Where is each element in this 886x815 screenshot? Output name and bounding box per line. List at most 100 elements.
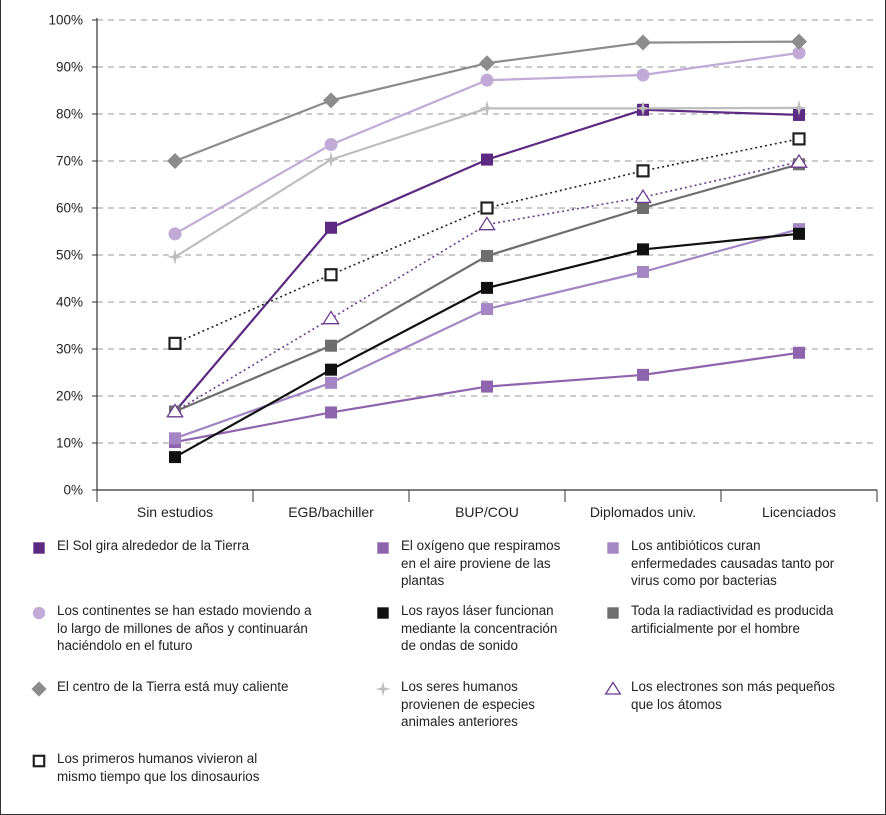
data-point bbox=[636, 164, 650, 178]
y-tick-label: 90% bbox=[56, 60, 83, 75]
legend-label: El oxígeno que respiramos en el aire pro… bbox=[401, 538, 561, 588]
data-point bbox=[168, 336, 182, 350]
legend-marker-icon bbox=[604, 681, 622, 695]
series-markers-3 bbox=[168, 46, 806, 241]
data-point bbox=[324, 268, 338, 282]
legend-label: Los primeros humanos vivieron al mismo t… bbox=[57, 751, 260, 784]
legend-marker-5 bbox=[607, 607, 619, 619]
y-tick-label: 20% bbox=[56, 389, 83, 404]
x-tick-label: EGB/bachiller bbox=[288, 504, 374, 520]
data-point bbox=[323, 151, 339, 168]
series-markers-1 bbox=[169, 346, 805, 449]
series-markers-8 bbox=[166, 153, 808, 418]
data-point bbox=[324, 138, 338, 152]
legend-marker-icon bbox=[607, 542, 619, 554]
data-point bbox=[481, 153, 493, 166]
y-tick-label: 0% bbox=[63, 483, 83, 498]
legend-label: Toda la radiactividad es producida artif… bbox=[631, 603, 834, 636]
data-point bbox=[168, 227, 182, 241]
y-tick-label: 10% bbox=[56, 436, 83, 451]
data-point bbox=[169, 451, 181, 464]
legend-marker-icon bbox=[32, 754, 46, 768]
data-point bbox=[636, 68, 650, 82]
series-line-1 bbox=[174, 351, 800, 444]
y-tick-label: 80% bbox=[56, 107, 83, 122]
legend-label: Los seres humanos provienen de especies … bbox=[401, 679, 535, 729]
data-point bbox=[637, 368, 649, 381]
data-point bbox=[792, 46, 806, 60]
series-markers-9 bbox=[168, 132, 806, 350]
data-point bbox=[479, 55, 495, 72]
data-point bbox=[325, 376, 337, 389]
x-tick-label: Licenciados bbox=[762, 504, 836, 520]
legend-marker-3 bbox=[32, 606, 46, 620]
x-tick-label: Sin estudios bbox=[137, 504, 213, 520]
legend-marker-icon bbox=[32, 606, 46, 620]
legend-label: Los continentes se han estado moviendo a… bbox=[57, 603, 312, 653]
data-point bbox=[481, 303, 493, 316]
data-point bbox=[325, 221, 337, 234]
data-point bbox=[637, 243, 649, 256]
data-point bbox=[169, 432, 181, 445]
data-point bbox=[478, 216, 496, 231]
data-point bbox=[480, 73, 494, 87]
data-point bbox=[480, 201, 494, 215]
data-point bbox=[791, 99, 807, 116]
data-point bbox=[322, 310, 340, 325]
legend-marker-6 bbox=[31, 681, 47, 697]
legend-label: El Sol gira alrededor de la Tierra bbox=[57, 538, 250, 553]
data-point bbox=[481, 380, 493, 393]
legend-marker-4 bbox=[377, 607, 389, 619]
series-markers-7 bbox=[167, 99, 807, 265]
legend-marker-icon bbox=[33, 542, 45, 554]
series-markers-6 bbox=[167, 33, 807, 169]
data-point bbox=[637, 265, 649, 278]
legend-marker-icon bbox=[377, 607, 389, 619]
legend-label: Los antibióticos curan enfermedades caus… bbox=[631, 538, 835, 588]
legend-marker-8 bbox=[604, 681, 622, 695]
data-point bbox=[167, 248, 183, 265]
x-tick-label: Diplomados univ. bbox=[590, 504, 696, 520]
data-point bbox=[167, 153, 183, 169]
data-point bbox=[481, 281, 493, 294]
y-tick-label: 100% bbox=[48, 13, 83, 28]
data-point bbox=[323, 92, 339, 109]
series-line-8 bbox=[174, 161, 800, 413]
legend-marker-icon bbox=[375, 681, 391, 697]
legend-marker-2 bbox=[607, 542, 619, 554]
legend-label: Los electrones son más pequeños que los … bbox=[631, 679, 835, 712]
series-markers-4 bbox=[169, 227, 805, 464]
y-tick-label: 30% bbox=[56, 342, 83, 357]
data-point bbox=[637, 202, 649, 214]
data-point bbox=[791, 33, 807, 50]
legend-marker-icon bbox=[31, 681, 47, 697]
data-point bbox=[325, 363, 337, 376]
legend-marker-icon bbox=[377, 542, 389, 554]
legend-label: El centro de la Tierra está muy caliente bbox=[57, 679, 289, 694]
legend-marker-icon bbox=[607, 607, 619, 619]
data-point bbox=[790, 153, 808, 168]
data-point bbox=[325, 406, 337, 419]
data-point bbox=[634, 188, 652, 204]
data-point bbox=[635, 100, 651, 117]
legend-marker-1 bbox=[377, 542, 389, 554]
data-point bbox=[635, 34, 651, 51]
series-markers-2 bbox=[169, 223, 805, 445]
y-tick-label: 70% bbox=[56, 154, 83, 169]
data-point bbox=[166, 403, 184, 418]
data-point bbox=[325, 339, 337, 352]
y-tick-label: 40% bbox=[56, 295, 83, 310]
y-tick-label: 50% bbox=[56, 248, 83, 263]
data-point bbox=[792, 132, 806, 146]
legend-marker-7 bbox=[375, 681, 391, 697]
x-tick-label: BUP/COU bbox=[455, 504, 519, 520]
y-tick-label: 60% bbox=[56, 201, 83, 216]
data-point bbox=[481, 249, 493, 262]
data-point bbox=[793, 346, 805, 359]
data-point bbox=[793, 227, 805, 240]
legend-marker-9 bbox=[32, 754, 46, 768]
legend-marker-0 bbox=[33, 542, 45, 554]
data-point bbox=[479, 100, 495, 117]
